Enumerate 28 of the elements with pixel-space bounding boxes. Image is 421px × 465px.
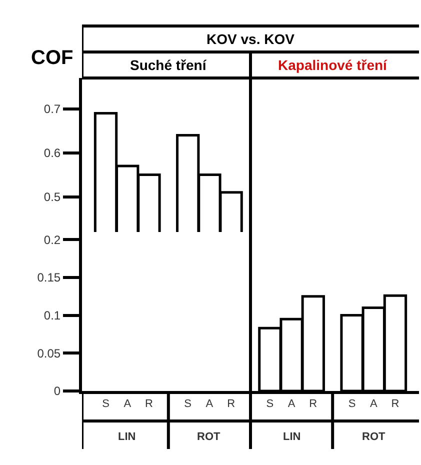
x-tick-label: R (227, 398, 236, 410)
text: LIN (118, 431, 136, 443)
y-tick-label: 0.7 (44, 102, 61, 116)
x-tick-label: A (370, 398, 378, 410)
y-tick-label: 0.15 (37, 270, 61, 285)
x-tick-label: S (102, 398, 110, 410)
y-tick-label: 0.1 (44, 308, 61, 322)
x-tick-label: A (206, 398, 214, 410)
text: LIN (283, 431, 301, 443)
x-tick-label: A (288, 398, 296, 410)
y-tick-label: 0.5 (44, 190, 61, 204)
x-tick-label: R (144, 398, 153, 410)
x-tick-label: R (309, 398, 318, 410)
text: ROT (197, 431, 220, 443)
y-tick-label: 0 (54, 384, 61, 398)
x-tick-label: A (124, 398, 132, 410)
y-tick-label: 0.05 (37, 346, 61, 360)
text: ROT (362, 431, 386, 443)
y-tick-label: 0.2 (44, 232, 61, 247)
x-tick-label: S (348, 398, 356, 410)
chart-title: KOV vs. KOV (206, 30, 296, 47)
y-tick-label: 0.6 (44, 146, 61, 160)
x-tick-label: S (266, 398, 274, 410)
y-axis-title: COF (31, 47, 74, 69)
x-tick-label: R (391, 398, 400, 410)
text: Kapalinové tření (278, 57, 388, 73)
x-tick-label: S (184, 398, 192, 410)
text: Suché tření (130, 57, 208, 73)
